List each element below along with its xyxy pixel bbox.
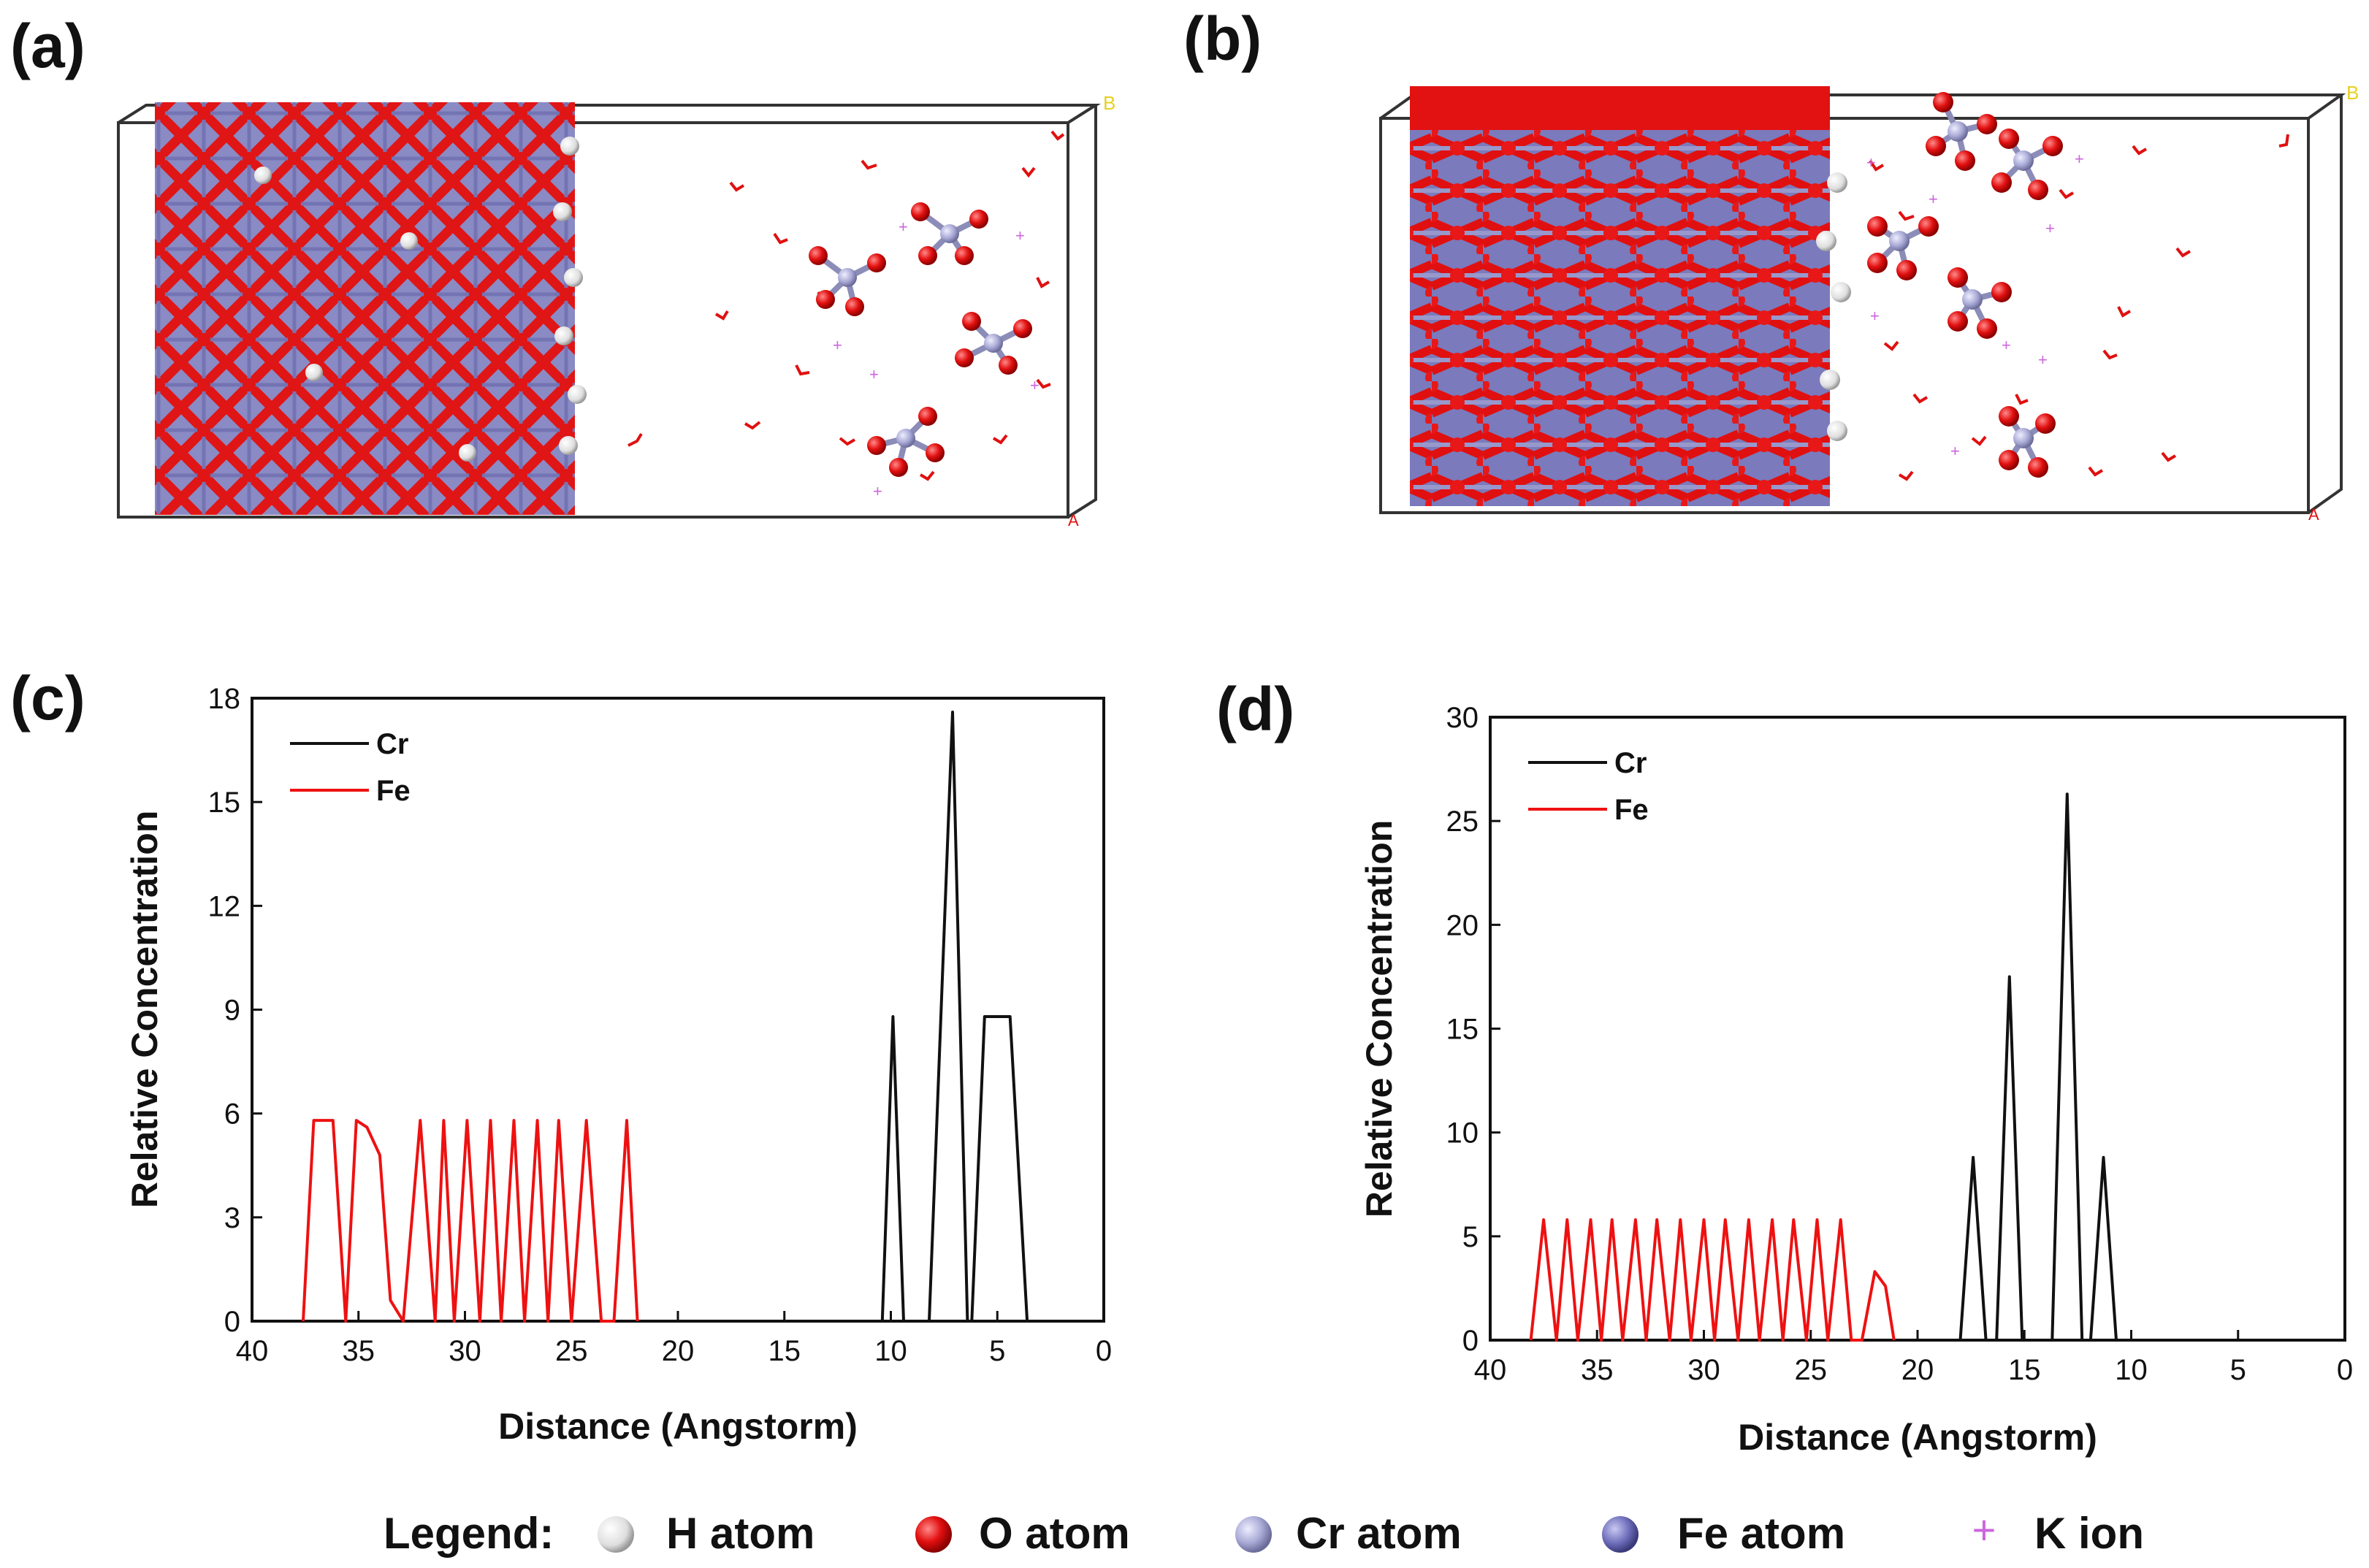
x-tick-label: 30 [1687,1354,1720,1386]
y-tick-label: 15 [1446,1014,1479,1046]
svg-text:+: + [899,218,908,236]
y-tick-label: 10 [1446,1117,1479,1150]
surface-hydrogens-a [254,137,587,462]
axis-b-marker-b: B [2346,82,2359,104]
x-tick-label: 5 [989,1335,1005,1367]
y-tick-label: 9 [224,995,240,1027]
svg-text:+: + [1870,307,1880,325]
legend-label-cr: Cr [1614,747,1647,779]
legend-label-fe: Fe [376,775,411,807]
oxide-slab-top-b [1410,86,1830,130]
water-molecules-b [1869,134,2289,481]
atom-legend-h-label: H atom [666,1509,815,1558]
axis-a-marker-a: A [1068,511,1079,529]
panel-d: (d) 0 5 10 15 20 25 30 40 35 30 25 20 15 10 5 0 Cr Fe D… [1216,675,2353,1458]
y-tick-label: 25 [1446,806,1479,838]
svg-text:+: + [1015,226,1025,245]
series-line-fe [1529,1218,1896,1342]
x-tick-label: 5 [2230,1354,2246,1386]
legend-label-fe: Fe [1614,794,1649,826]
atom-legend-o-label: O atom [979,1509,1130,1558]
atom-legend: Legend: H atom O atom Cr atom Fe atom + … [384,1507,2144,1558]
y-tick-label: 18 [208,683,241,715]
atom-legend-k-label: K ion [2034,1509,2144,1558]
simulation-box-b [1379,93,2346,514]
chart-c-y-axis-title: Relative Concentration [124,811,165,1209]
panel-label-b: (b) [1183,4,1262,73]
x-tick-label: 25 [555,1335,588,1367]
x-tick-label: 10 [874,1335,907,1367]
atom-legend-title: Legend: [384,1509,554,1558]
svg-text:+: + [1950,442,1960,460]
chart-d-y-axis-title: Relative Concentration [1359,820,1400,1218]
panel-label-d: (d) [1216,675,1294,743]
chromate-clusters-b [1867,92,2063,478]
chart-c-x-axis-title: Distance (Angstorm) [498,1406,858,1447]
simulation-box-a [117,104,1101,519]
axis-a-marker-b: A [2308,505,2319,524]
x-tick-label: 25 [1795,1354,1828,1386]
atom-legend-cr-label: Cr atom [1296,1509,1462,1558]
svg-text:+: + [1030,376,1039,394]
oxide-slab-b [1410,93,1830,506]
axis-b-marker-a: B [1103,92,1115,114]
chart-d: 0 5 10 15 20 25 30 40 35 30 25 20 15 10 5 0 Cr Fe Dista… [1359,702,2353,1458]
y-tick-label: 0 [1462,1325,1479,1357]
k-ion-plus-icon: + [1972,1507,1996,1553]
x-tick-label: 20 [1901,1354,1934,1386]
x-tick-label: 35 [343,1335,375,1367]
panel-a: (a) [10,12,1115,529]
x-tick-label: 35 [1581,1354,1614,1386]
svg-text:+: + [2045,219,2055,237]
series-line-cr [880,711,1029,1323]
chart-c: 0 3 6 9 12 15 18 40 35 30 25 20 15 10 5 0 Cr Fe Distanc… [124,683,1112,1447]
panel-b: (b) [1183,4,2359,524]
x-tick-label: 20 [662,1335,695,1367]
y-tick-label: 0 [224,1306,240,1338]
y-tick-label: 6 [224,1098,240,1131]
svg-text:+: + [1929,190,1938,208]
chromate-clusters-a [809,202,1032,477]
x-tick-label: 15 [2008,1354,2041,1386]
legend-label-cr: Cr [376,728,408,760]
y-tick-label: 30 [1446,702,1479,734]
svg-text:+: + [2075,150,2084,168]
x-tick-label: 10 [2115,1354,2148,1386]
x-tick-label: 0 [1096,1335,1112,1367]
svg-text:+: + [873,482,882,500]
chart-d-x-axis-title: Distance (Angstorm) [1738,1417,2097,1458]
x-tick-label: 0 [2337,1354,2353,1386]
series-line-fe [302,1119,639,1323]
atom-legend-fe-label: Fe atom [1677,1509,1845,1558]
panel-label-c: (c) [10,664,85,733]
panel-c: (c) 0 3 6 9 12 15 18 40 35 30 25 20 15 10 5 0 Cr Fe Dis… [10,664,1112,1447]
potassium-ions-b: + + + + + + + + [1866,150,2084,460]
svg-text:+: + [1866,153,1876,172]
h-atom-icon [598,1516,634,1553]
y-tick-label: 15 [208,787,241,819]
panel-label-a: (a) [10,12,85,80]
series-line-cr [1958,792,2118,1342]
svg-text:+: + [833,336,842,354]
y-tick-label: 12 [208,890,241,922]
svg-text:+: + [2002,336,2011,354]
surface-hydrogens-b [1816,172,1851,441]
svg-text:+: + [2038,351,2048,369]
oxide-slab-a [155,102,575,515]
y-tick-label: 5 [1462,1221,1479,1253]
x-tick-label: 15 [768,1335,801,1367]
x-tick-label: 30 [449,1335,481,1367]
fe-atom-icon [1602,1516,1639,1553]
y-tick-label: 20 [1446,909,1479,941]
potassium-ions-a: + + + + + + [833,218,1039,500]
x-tick-label: 40 [1474,1354,1507,1386]
cr-atom-icon [1235,1516,1272,1553]
o-atom-icon [915,1516,952,1553]
svg-text:+: + [869,365,879,383]
x-tick-label: 40 [236,1335,269,1367]
y-tick-label: 3 [224,1202,240,1234]
